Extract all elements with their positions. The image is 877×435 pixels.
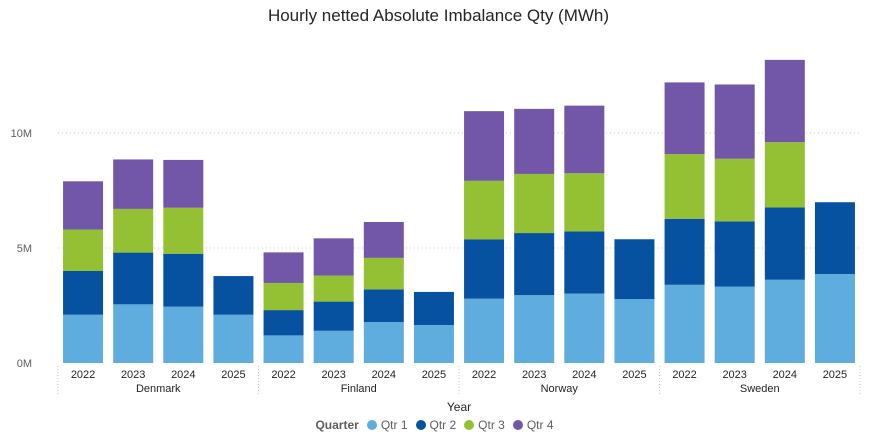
group-label: Denmark — [136, 383, 181, 395]
bar-segment — [614, 299, 655, 363]
x-tick-label: 2024 — [773, 369, 797, 381]
bar-segment — [313, 275, 354, 302]
bar-segment — [213, 314, 254, 363]
legend-label: Qtr 1 — [380, 418, 408, 432]
bar-segment — [163, 159, 204, 208]
bar-segment — [63, 314, 104, 363]
bar-segment — [664, 218, 705, 285]
bar-segment — [113, 208, 154, 253]
bar-segment — [764, 207, 805, 280]
bar-segment — [213, 276, 254, 315]
bar-segment — [664, 154, 705, 219]
bar-segment — [564, 105, 605, 174]
x-tick-label: 2025 — [823, 369, 847, 381]
bar-segment — [413, 291, 454, 326]
bar-segment — [814, 202, 855, 274]
legend: Quarter Qtr 1 Qtr 2 Qtr 3 Qtr 4 — [0, 418, 877, 432]
bar-segment — [113, 304, 154, 363]
bar-segment — [764, 142, 805, 208]
x-tick-label: 2023 — [522, 369, 546, 381]
bar-segment — [514, 108, 555, 174]
bar-segment — [263, 335, 304, 363]
bar-segment — [614, 239, 655, 300]
bar-segment — [113, 252, 154, 305]
chart-title: Hourly netted Absolute Imbalance Qty (MW… — [267, 6, 610, 25]
legend-item-qtr-2[interactable]: Qtr 2 — [415, 418, 457, 432]
bar-segment — [63, 181, 104, 230]
bar-segment — [464, 180, 505, 240]
legend-item-qtr-4[interactable]: Qtr 4 — [512, 418, 554, 432]
bar-segment — [714, 286, 755, 363]
bar-segment — [163, 306, 204, 363]
bar-segment — [464, 111, 505, 181]
group-label: Finland — [341, 383, 377, 395]
bar-segment — [363, 289, 404, 323]
x-tick-label: 2023 — [321, 369, 345, 381]
bar-segment — [664, 82, 705, 155]
x-tick-label: 2022 — [71, 369, 95, 381]
bar-segment — [664, 284, 705, 363]
bar-segment — [263, 310, 304, 336]
y-axis: 0M 5M 10M — [11, 128, 32, 370]
bar-segment — [564, 293, 605, 363]
bar-segment — [163, 253, 204, 307]
bar-segment — [313, 238, 354, 276]
legend-item-qtr-1[interactable]: Qtr 1 — [366, 418, 408, 432]
bar-segment — [313, 330, 354, 363]
legend-swatch — [512, 420, 523, 430]
x-tick-label: 2023 — [722, 369, 746, 381]
legend-label: Qtr 3 — [478, 418, 505, 432]
bar-segment — [464, 298, 505, 363]
legend-item-qtr-3[interactable]: Qtr 3 — [464, 418, 505, 432]
bar-segment — [714, 221, 755, 287]
bar-segment — [514, 173, 555, 234]
group-label: Sweden — [740, 383, 780, 395]
legend-swatch — [366, 420, 377, 430]
x-tick-label: 2025 — [422, 369, 446, 381]
bar-segment — [764, 279, 805, 363]
bar-segment — [564, 173, 605, 232]
bar-segment — [564, 231, 605, 294]
x-axis-title: Year — [447, 400, 471, 414]
x-tick-label: 2024 — [171, 369, 195, 381]
legend-label: Qtr 2 — [429, 418, 457, 432]
x-tick-label: 2022 — [472, 369, 496, 381]
legend-swatch — [464, 420, 475, 430]
x-tick-label: 2025 — [622, 369, 646, 381]
x-tick-label: 2023 — [121, 369, 145, 381]
bar-segment — [363, 257, 404, 290]
x-tick-label: 2025 — [221, 369, 245, 381]
legend-label: Qtr 4 — [526, 418, 554, 432]
y-tick-label: 10M — [11, 128, 32, 140]
bar-segment — [313, 301, 354, 331]
bar-segment — [263, 252, 304, 283]
x-tick-label: 2022 — [271, 369, 295, 381]
bar-segment — [413, 325, 454, 363]
group-label: Norway — [541, 383, 579, 395]
x-tick-label: 2024 — [372, 369, 396, 381]
y-tick-label: 0M — [17, 358, 32, 370]
bar-segment — [514, 295, 555, 363]
x-tick-label: 2022 — [672, 369, 696, 381]
bar-segment — [363, 222, 404, 258]
bar-segment — [714, 158, 755, 222]
bar-segment — [764, 59, 805, 143]
bar-segment — [63, 229, 104, 271]
y-tick-label: 5M — [17, 243, 32, 255]
bar-segment — [464, 239, 505, 299]
legend-title: Quarter — [315, 418, 359, 432]
x-axis: 2022 2023 2024 2025 Denmark 2022 2023 2024 2025 F… — [57, 366, 861, 396]
bar-segment — [514, 233, 555, 296]
bar-segment — [814, 273, 855, 363]
bar-segment — [163, 207, 204, 254]
x-tick-label: 2024 — [572, 369, 596, 381]
bar-segment — [263, 282, 304, 311]
bar-segment — [113, 159, 154, 209]
bars — [63, 59, 855, 363]
legend-swatch — [415, 420, 426, 430]
bar-segment — [63, 271, 104, 315]
bar-segment — [363, 322, 404, 363]
bar-segment — [714, 84, 755, 159]
